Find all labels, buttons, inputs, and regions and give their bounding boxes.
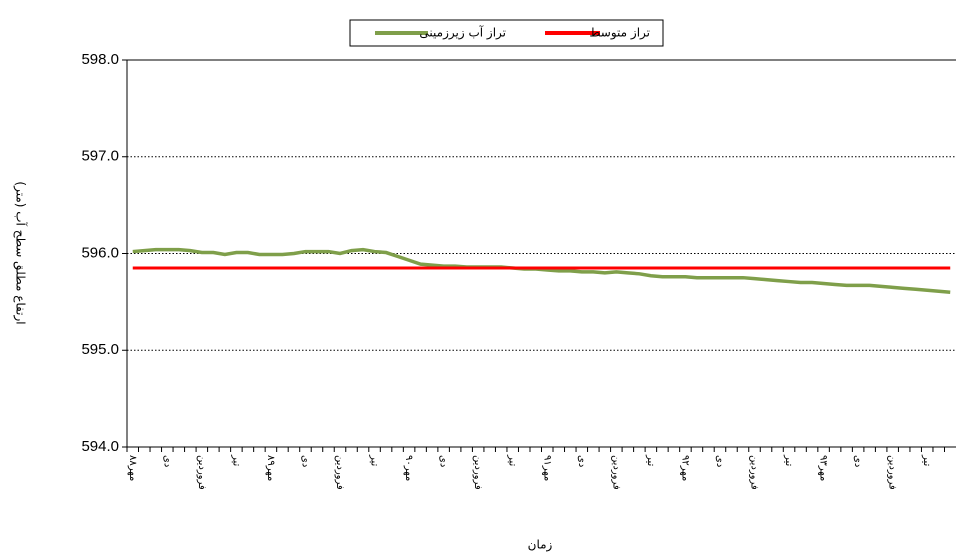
x-tick-label: دی <box>299 455 310 467</box>
x-tick-label: مهر۹۰ <box>403 455 414 481</box>
x-tick-label: تیر <box>921 454 932 467</box>
x-tick-label: دی <box>852 455 863 467</box>
y-tick-label: 597.0 <box>81 148 119 165</box>
x-tick-label: مهر۹۲ <box>679 455 690 481</box>
x-tick-label: تیر <box>783 454 794 467</box>
x-tick-label: دی <box>161 455 172 467</box>
x-tick-label: مهر۹۱ <box>541 455 552 481</box>
x-tick-label: دی <box>576 455 587 467</box>
x-tick-label: دی <box>714 455 725 467</box>
x-tick-label: فروردین <box>334 455 345 490</box>
x-tick-label: فروردین <box>610 455 621 490</box>
y-tick-label: 596.0 <box>81 244 119 261</box>
y-axis-label: ارتفاع مطلق سطح آب (متر) <box>13 181 29 324</box>
y-tick-label: 598.0 <box>81 51 119 68</box>
x-tick-label: فروردین <box>749 455 760 490</box>
y-tick-label: 594.0 <box>81 438 119 455</box>
x-tick-label: مهر۸۹ <box>265 455 276 481</box>
x-tick-label: تیر <box>507 454 518 467</box>
x-tick-label: تیر <box>645 454 656 467</box>
x-tick-label: فروردین <box>196 455 207 490</box>
y-tick-label: 595.0 <box>81 341 119 358</box>
x-tick-label: مهر۹۳ <box>818 455 829 481</box>
x-tick-label: فروردین <box>887 455 898 490</box>
x-tick-label: تیر <box>230 454 241 467</box>
x-tick-label: مهر۸۸ <box>127 455 138 481</box>
legend-label: تراز متوسط <box>589 26 650 41</box>
series-line <box>132 247 951 294</box>
x-tick-label: تیر <box>369 454 380 467</box>
x-axis-label: زمان <box>528 538 553 553</box>
x-tick-label: دی <box>438 455 449 467</box>
x-tick-label: فروردین <box>472 455 483 490</box>
legend-label: تراز آب زیرزمینی <box>419 25 506 41</box>
